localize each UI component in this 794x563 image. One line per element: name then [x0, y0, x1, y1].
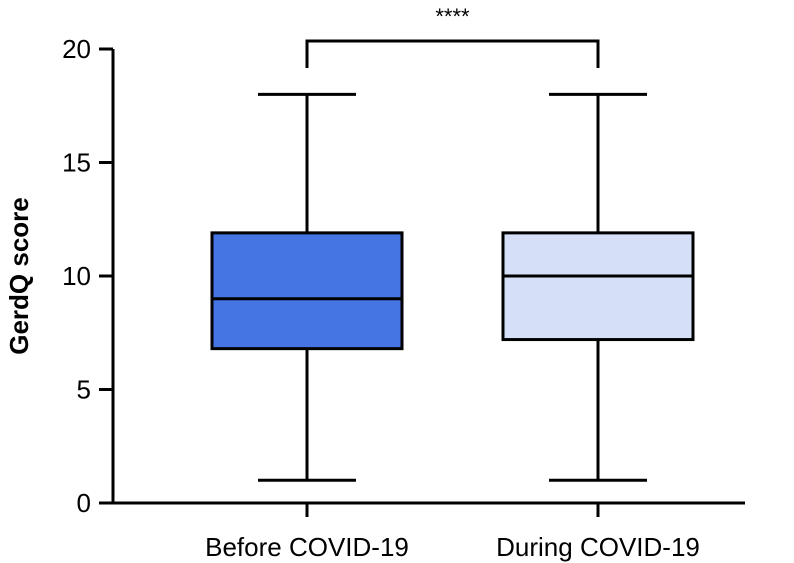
y-tick-label: 10: [62, 261, 91, 291]
y-tick-label: 0: [77, 488, 91, 518]
bracket-line: [305, 39, 600, 68]
y-axis-title: GerdQ score: [4, 197, 34, 355]
significance-bracket: ****: [305, 4, 600, 68]
y-tick-label: 20: [62, 34, 91, 64]
significance-label: ****: [435, 4, 470, 29]
x-axis: Before COVID-19 During COVID-19: [111, 501, 745, 562]
iqr-box: [210, 231, 404, 351]
iqr-box: [501, 231, 695, 342]
x-tick-label: Before COVID-19: [205, 532, 409, 562]
y-axis: 0 5 10 15 20: [62, 34, 115, 518]
boxes-group: [210, 92, 695, 482]
y-tick-label: 5: [77, 375, 91, 405]
y-tick-label: 15: [62, 148, 91, 178]
box-plot-1: [210, 92, 404, 482]
x-tick-label: During COVID-19: [496, 532, 700, 562]
box-plot-2: [501, 92, 695, 482]
